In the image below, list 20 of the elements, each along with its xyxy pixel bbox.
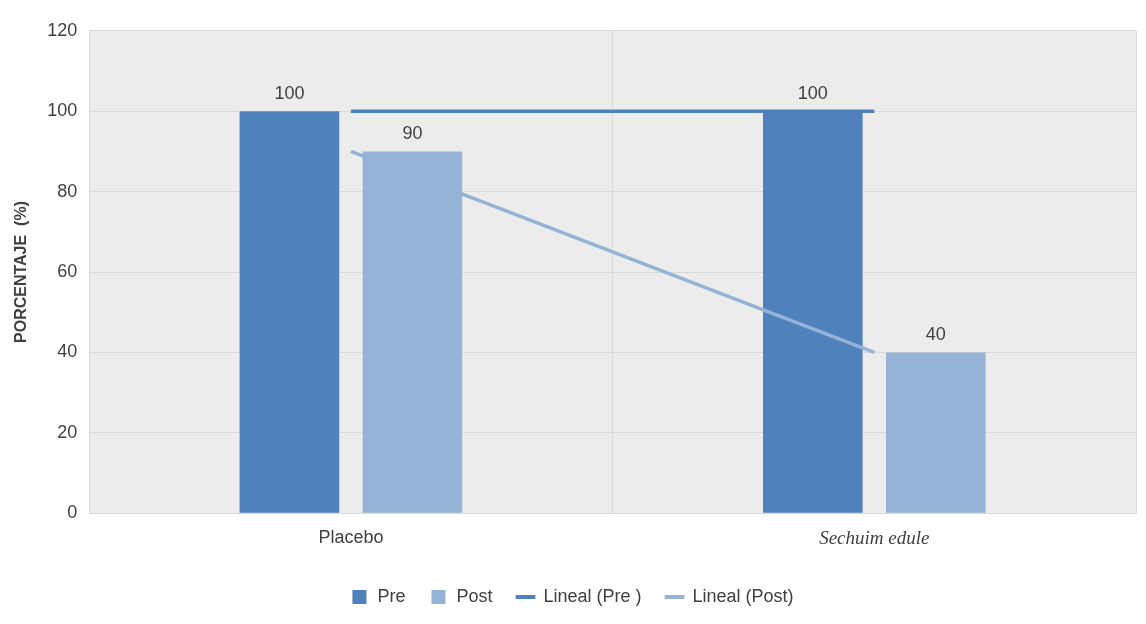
legend-label: Lineal (Post) [692, 585, 794, 606]
y-tick-label: 20 [57, 421, 78, 442]
y-tick-label: 120 [47, 19, 78, 40]
y-tick-label: 100 [47, 100, 78, 121]
y-tick-label: 80 [57, 180, 78, 201]
y-tick-label: 40 [57, 341, 78, 362]
data-label: 100 [797, 83, 828, 104]
legend-label: Pre [377, 585, 406, 606]
legend-label: Lineal (Pre ) [543, 585, 642, 606]
data-label: 100 [274, 83, 305, 104]
data-label: 90 [402, 123, 423, 144]
bar [239, 111, 340, 513]
y-tick-label: 0 [67, 502, 78, 523]
legend-label: Post [456, 585, 493, 606]
data-label: 40 [925, 324, 946, 345]
y-axis-title: PORCENTAJE (%) [12, 201, 30, 343]
y-tick-label: 60 [57, 260, 78, 281]
x-tick-label: Placebo [318, 526, 384, 547]
x-tick-label: Sechuim edule [819, 526, 930, 548]
bar [885, 352, 986, 513]
